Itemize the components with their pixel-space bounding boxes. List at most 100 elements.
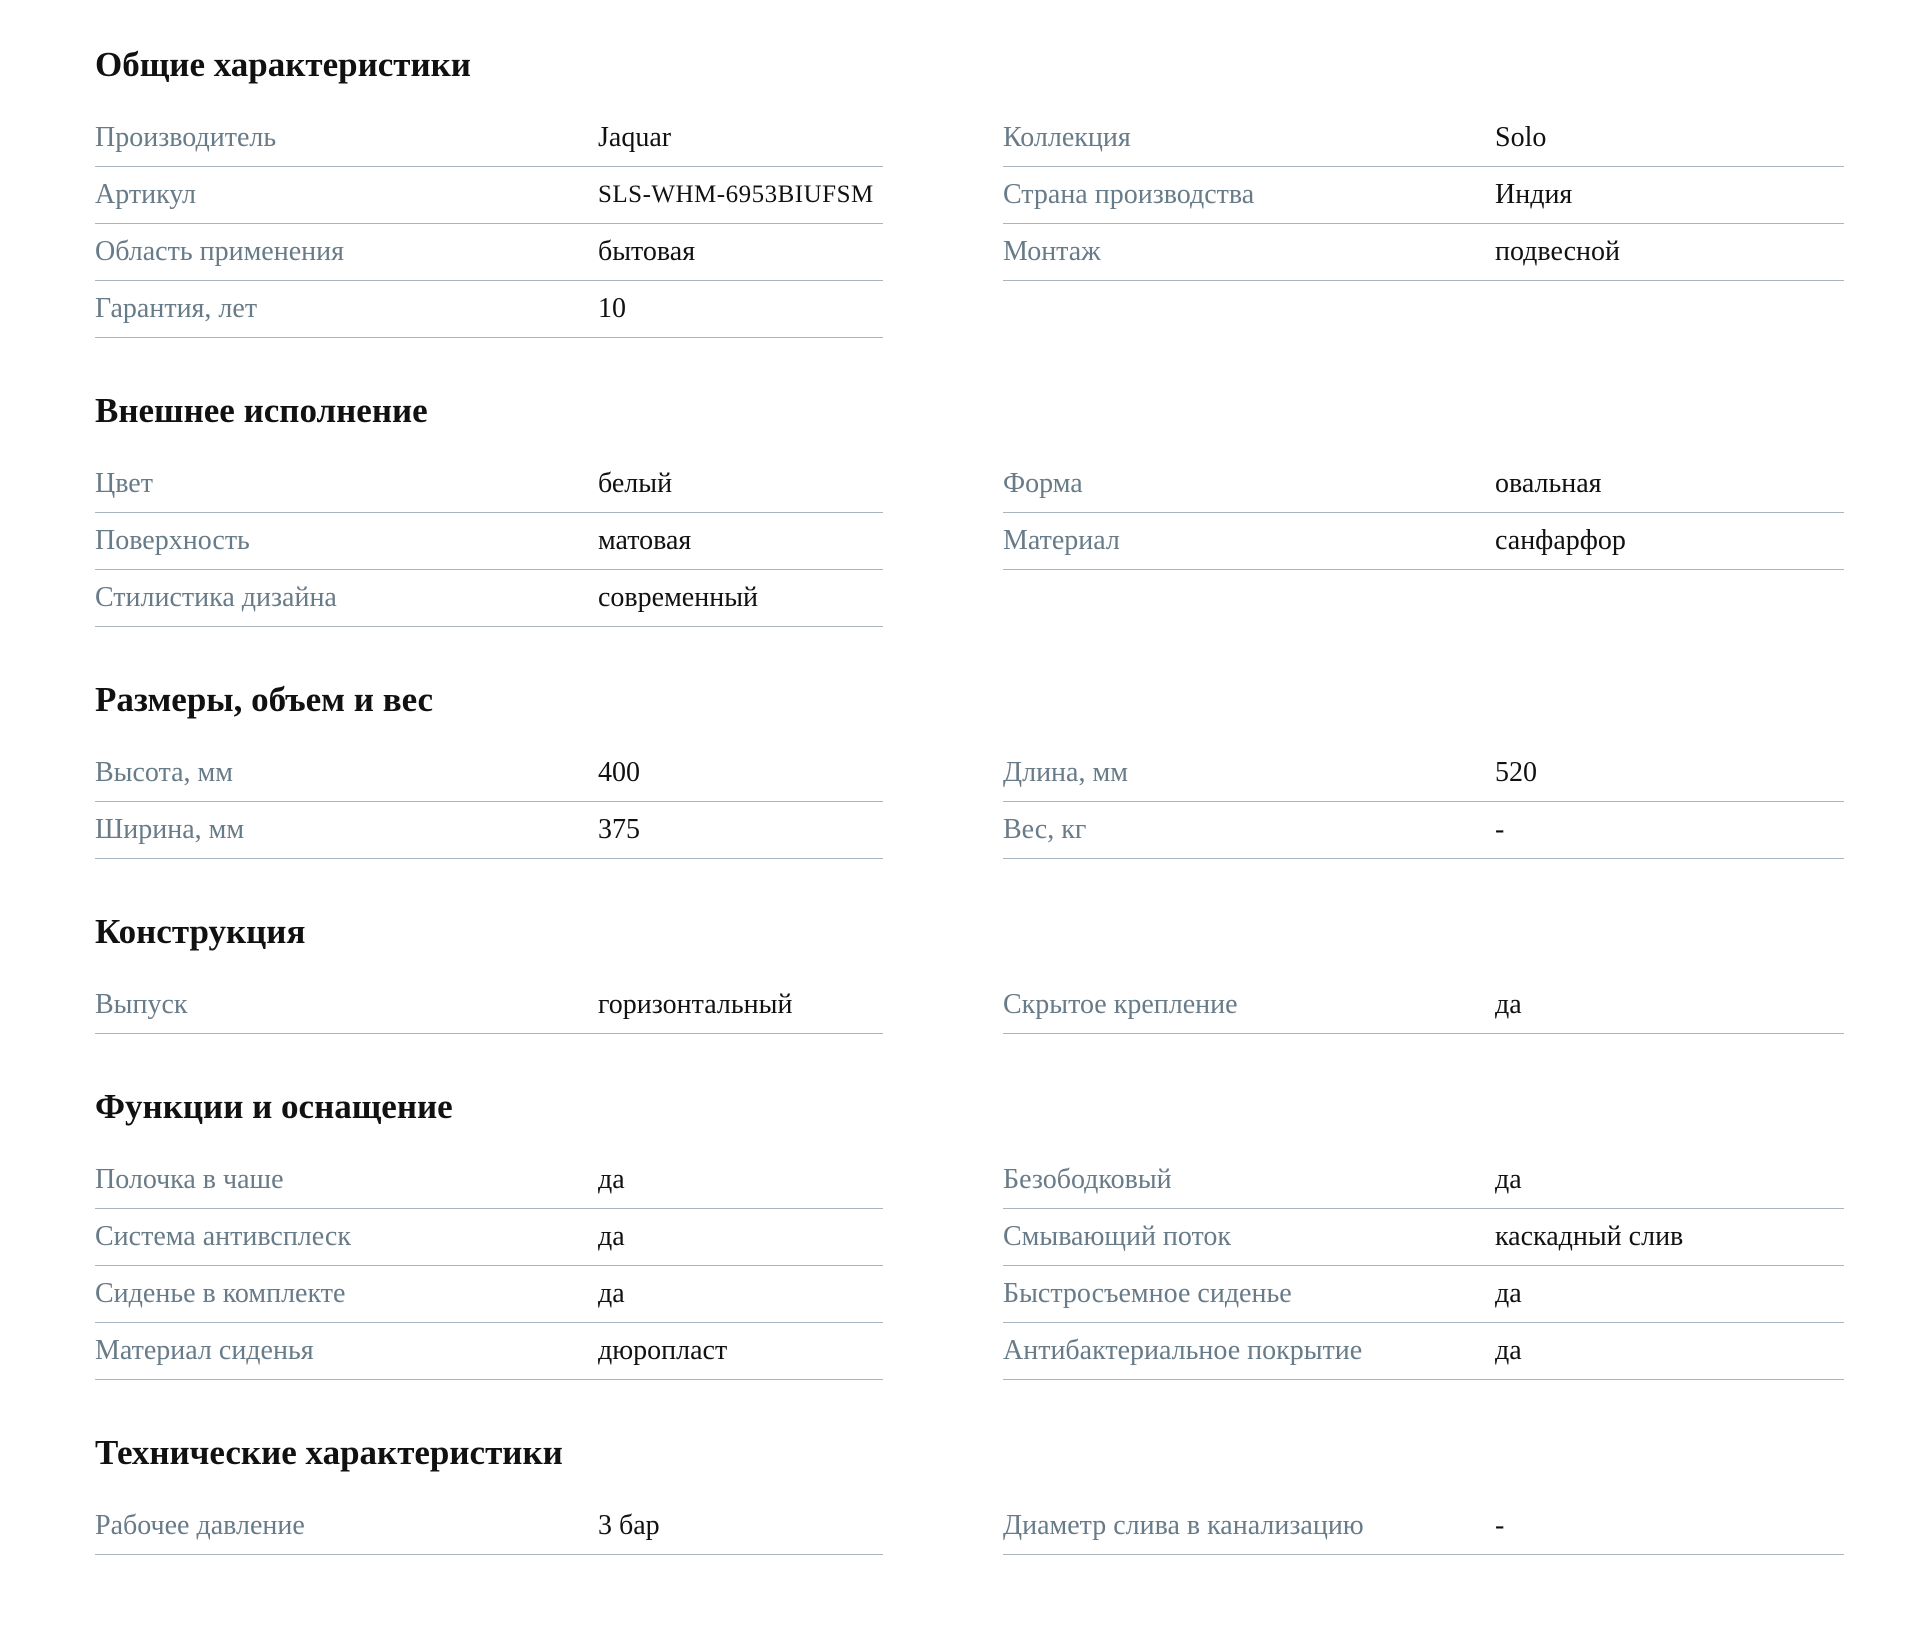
spec-label: Материал (1003, 525, 1120, 556)
spec-label: Диаметр слива в канализацию (1003, 1510, 1364, 1541)
spec-value: дюропласт (598, 1335, 728, 1366)
spec-value: матовая (598, 525, 692, 556)
spec-label: Длина, мм (1003, 757, 1128, 788)
spec-row: Область применения бытовая (95, 224, 883, 281)
spec-label: Система антивсплеск (95, 1221, 351, 1252)
spec-value: Индия (1495, 179, 1573, 210)
spec-label: Коллекция (1003, 122, 1131, 153)
spec-row: Высота, мм 400 (95, 745, 883, 802)
spec-label: Смывающий поток (1003, 1221, 1232, 1252)
spec-value: горизонтальный (598, 989, 793, 1020)
spec-row: Сиденье в комплекте да (95, 1266, 883, 1323)
spec-row: Гарантия, лет 10 (95, 281, 883, 338)
spec-row: Цвет белый (95, 456, 883, 513)
spec-value: да (1495, 1335, 1522, 1366)
spec-value: 3 бар (598, 1510, 660, 1541)
spec-row: Артикул SLS-WHM-6953BIUFSM (95, 167, 883, 224)
spec-label: Быстросъемное сиденье (1003, 1278, 1292, 1309)
spec-label: Полочка в чаше (95, 1164, 284, 1195)
spec-label: Рабочее давление (95, 1510, 305, 1541)
spec-row: Система антивсплеск да (95, 1209, 883, 1266)
spec-label: Ширина, мм (95, 814, 245, 845)
spec-section: Технические характеристики Рабочее давлен… (95, 1433, 1845, 1555)
spec-label: Высота, мм (95, 757, 233, 788)
right-column: Безободковый да Смывающий поток каскадный с… (1003, 1152, 1844, 1380)
spec-row: Производитель Jaquar (95, 110, 883, 167)
spec-value: 520 (1495, 757, 1537, 788)
spec-label: Скрытое крепление (1003, 989, 1238, 1020)
spec-section: Общие характеристики Производитель Jaquar А… (95, 45, 1845, 338)
spec-row: Быстросъемное сиденье да (1003, 1266, 1844, 1323)
section-title: Размеры, объем и вес (95, 680, 434, 719)
spec-row: Скрытое крепление да (1003, 977, 1844, 1034)
spec-row: Поверхность матовая (95, 513, 883, 570)
right-column: Скрытое крепление да (1003, 977, 1844, 1034)
spec-value: современный (598, 582, 758, 613)
section-title: Внешнее исполнение (95, 391, 428, 430)
spec-label: Антибактериальное покрытие (1003, 1335, 1363, 1366)
spec-label: Монтаж (1003, 236, 1101, 267)
spec-value: - (1495, 1510, 1505, 1541)
spec-value: овальная (1495, 468, 1602, 499)
spec-label: Выпуск (95, 989, 188, 1020)
spec-row: Вес, кг - (1003, 802, 1844, 859)
spec-row: Материал сиденья дюропласт (95, 1323, 883, 1380)
spec-value: да (598, 1164, 625, 1195)
spec-row: Ширина, мм 375 (95, 802, 883, 859)
spec-label: Артикул (95, 179, 197, 210)
spec-label: Область применения (95, 236, 344, 267)
spec-value: - (1495, 814, 1505, 845)
left-column: Цвет белый Поверхность матовая Стилистика ди… (95, 456, 883, 627)
spec-value: да (598, 1221, 625, 1252)
spec-label: Стилистика дизайна (95, 582, 337, 613)
section-title: Конструкция (95, 912, 306, 951)
spec-value: белый (598, 468, 673, 499)
right-column: Длина, мм 520 Вес, кг - (1003, 745, 1844, 859)
spec-value: Jaquar (598, 122, 672, 153)
section-title: Общие характеристики (95, 45, 471, 84)
spec-value: да (1495, 989, 1522, 1020)
spec-row: Выпуск горизонтальный (95, 977, 883, 1034)
spec-row: Монтаж подвесной (1003, 224, 1844, 281)
spec-label: Сиденье в комплекте (95, 1278, 346, 1309)
right-column: Коллекция Solo Страна производства Индия Мон… (1003, 110, 1844, 338)
spec-label: Гарантия, лет (95, 293, 258, 324)
spec-section: Функции и оснащение Полочка в чаше да Систе… (95, 1087, 1845, 1380)
spec-value: 400 (598, 757, 640, 788)
section-title: Технические характеристики (95, 1433, 563, 1472)
spec-label: Поверхность (95, 525, 250, 556)
spec-section: Внешнее исполнение Цвет белый Поверхность ма… (95, 391, 1845, 627)
spec-label: Цвет (95, 468, 153, 499)
spec-label: Форма (1003, 468, 1083, 499)
spec-value: подвесной (1495, 236, 1621, 267)
left-column: Высота, мм 400 Ширина, мм 375 (95, 745, 883, 859)
spec-row: Безободковый да (1003, 1152, 1844, 1209)
spec-label: Материал сиденья (95, 1335, 314, 1366)
section-title: Функции и оснащение (95, 1087, 453, 1126)
left-column: Производитель Jaquar Артикул SLS-WHM-6953BI… (95, 110, 883, 338)
spec-value: SLS-WHM-6953BIUFSM (598, 181, 874, 208)
spec-row: Страна производства Индия (1003, 167, 1844, 224)
spec-value: 10 (598, 293, 626, 324)
right-column: Диаметр слива в канализацию - (1003, 1498, 1844, 1555)
spec-row: Материал санфарфор (1003, 513, 1844, 570)
spec-row: Коллекция Solo (1003, 110, 1844, 167)
spec-value: да (1495, 1278, 1522, 1309)
spec-row: Форма овальная (1003, 456, 1844, 513)
left-column: Полочка в чаше да Система антивсплеск да Сид… (95, 1152, 883, 1380)
spec-label: Производитель (95, 122, 277, 153)
left-column: Выпуск горизонтальный (95, 977, 883, 1034)
spec-value: санфарфор (1495, 525, 1626, 556)
spec-label: Безободковый (1003, 1164, 1172, 1195)
spec-section: Размеры, объем и вес Высота, мм 400 Ширина,… (95, 680, 1845, 859)
spec-row: Длина, мм 520 (1003, 745, 1844, 802)
spec-row: Полочка в чаше да (95, 1152, 883, 1209)
spec-row: Смывающий поток каскадный слив (1003, 1209, 1844, 1266)
spec-row: Антибактериальное покрытие да (1003, 1323, 1844, 1380)
spec-label: Страна производства (1003, 179, 1255, 210)
spec-value: бытовая (598, 236, 696, 267)
spec-row: Стилистика дизайна современный (95, 570, 883, 627)
spec-value: да (598, 1278, 625, 1309)
spec-value: Solo (1495, 122, 1547, 153)
spec-section: Конструкция Выпуск горизонтальный Скрытое к… (95, 912, 1845, 1034)
